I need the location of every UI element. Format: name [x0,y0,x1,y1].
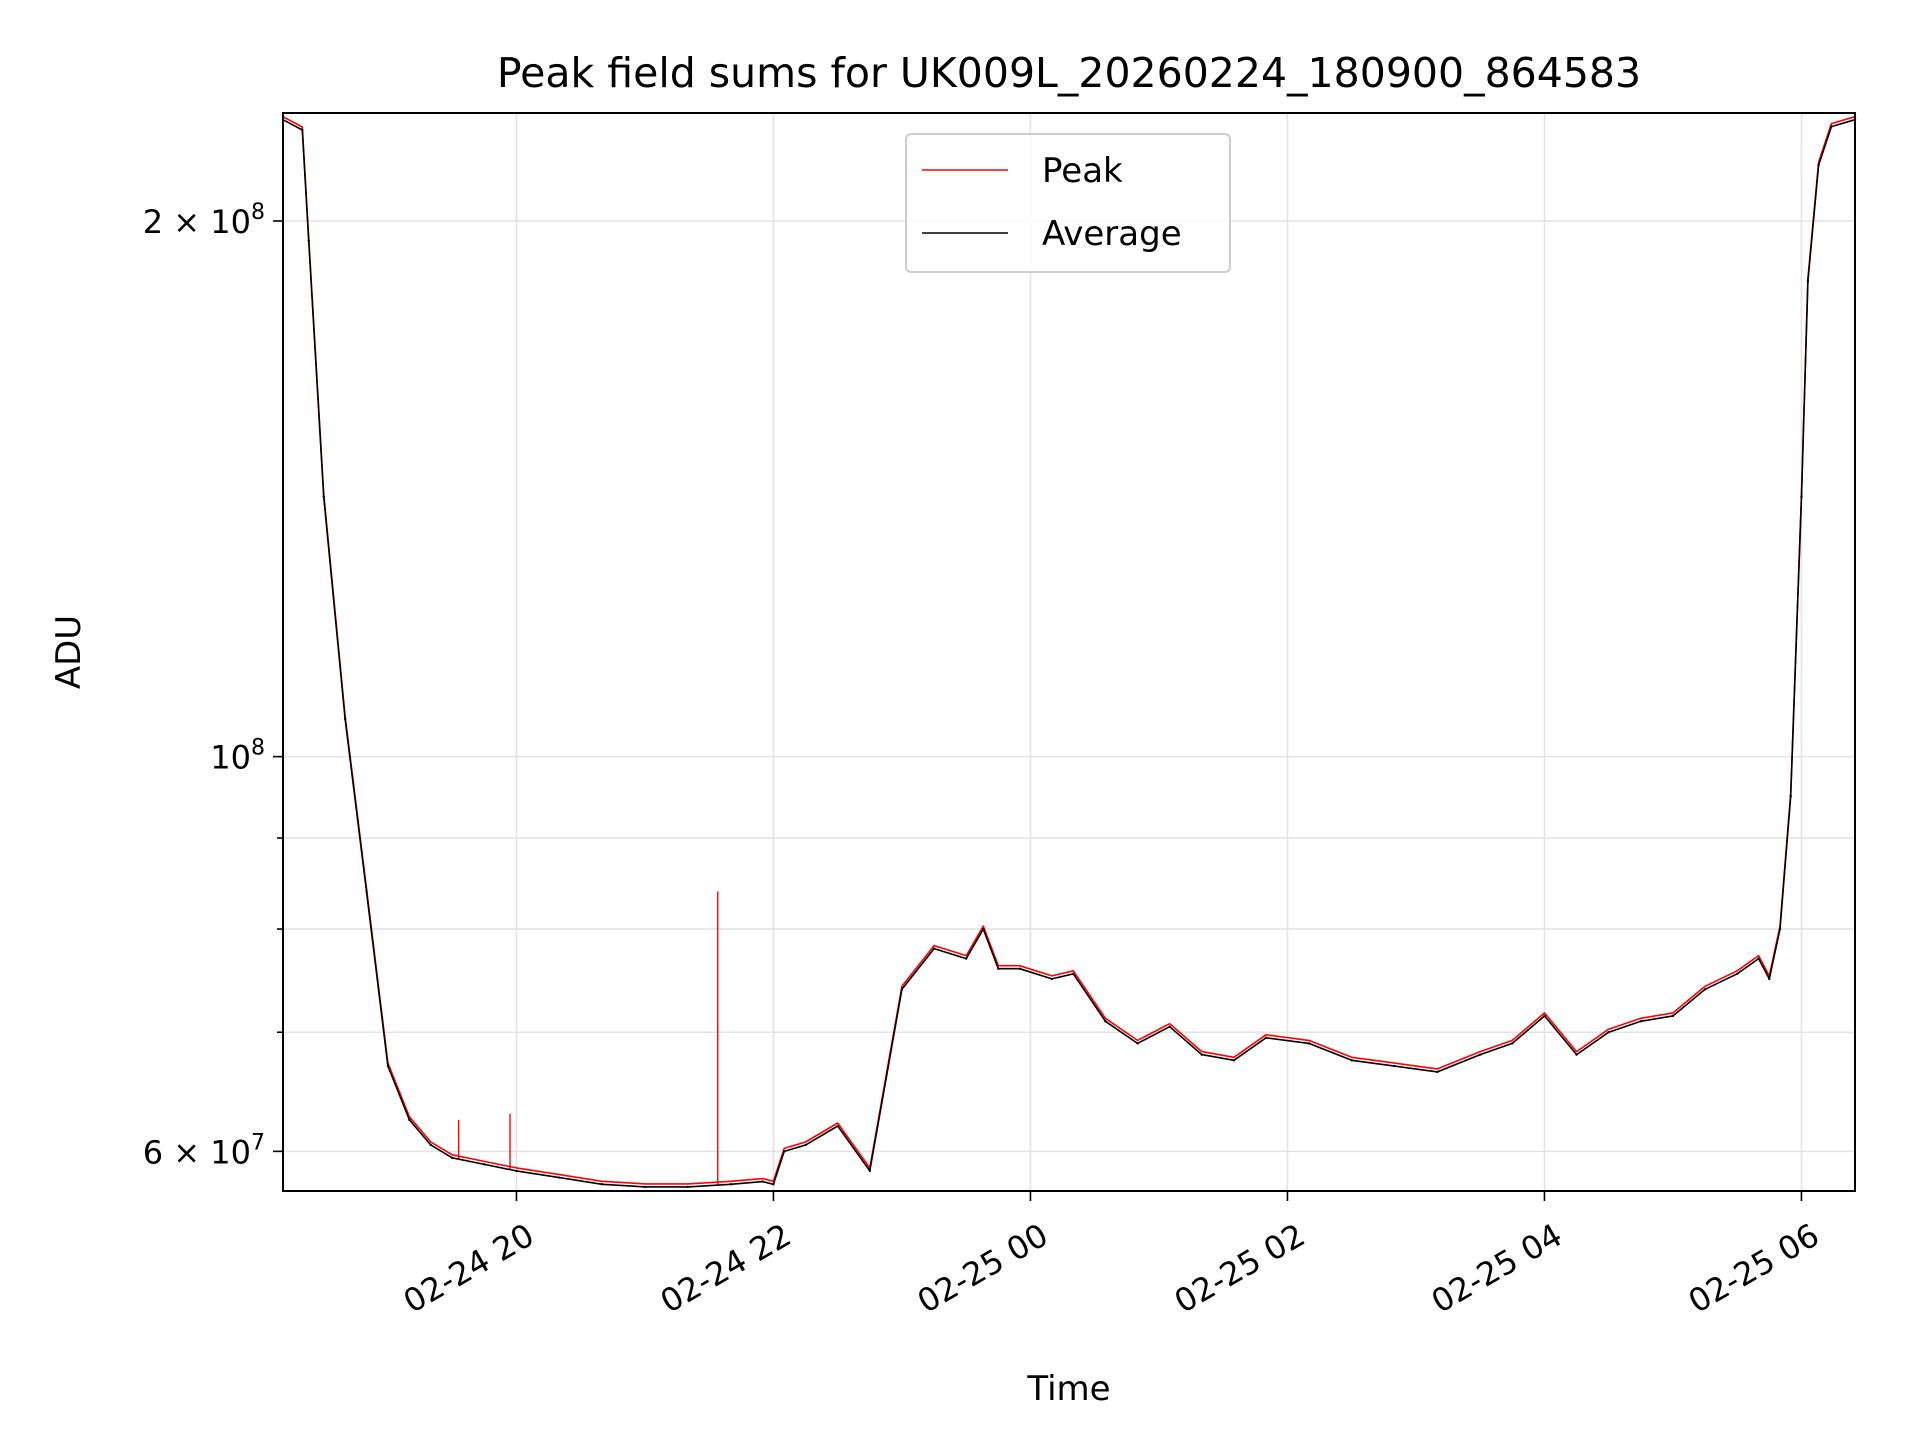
average-data-point [900,988,904,991]
y-tick-base: 6 × 10 [143,1133,251,1171]
average-data-point [836,1124,839,1128]
x-axis: 02-24 20 02-24 22 02-25 00 02-25 02 02-25 04… [397,1191,1826,1321]
average-data-point [1393,1064,1396,1068]
plot-frame [282,112,1856,1192]
average-data-point [1789,795,1792,798]
average-data-point [1800,495,1803,498]
x-tick-label: 02-25 06 [1682,1216,1826,1321]
grid [283,113,1855,1191]
average-data-point [343,717,347,721]
average-data-point [1168,1025,1171,1028]
average-data-point [1018,967,1021,970]
average-data-point [964,957,968,960]
x-tick-label: 02-25 04 [1425,1216,1569,1321]
x-tick-label: 02-24 20 [397,1216,541,1321]
average-data-point [1436,1070,1439,1074]
x-tick-label: 02-25 00 [911,1216,1055,1321]
average-data-point [1543,1014,1546,1018]
average-data-point [365,890,368,893]
y-tick-label: 108 [210,736,265,777]
average-data-point [932,947,936,950]
y-tick-label: 6 × 107 [143,1130,265,1171]
y-tick-exponent: 8 [251,736,265,761]
legend-label-average: Average [1042,214,1182,254]
average-data-point [868,1169,872,1173]
average-data-point [1479,1053,1482,1056]
y-axis-label: ADU [49,615,89,689]
average-data-point [429,1143,432,1147]
average-data-point [301,128,304,132]
chart-title: Peak field sums for UK009L_20260224_1809… [497,49,1641,97]
average-data-point [772,1183,775,1186]
y-tick-exponent: 8 [251,200,265,225]
average-data-point [322,495,325,498]
y-tick-label: 2 × 108 [143,200,265,241]
average-data-point [761,1180,764,1183]
average-data-point [515,1169,518,1173]
average-data-point [1768,977,1771,981]
x-tick-label: 02-24 22 [654,1216,798,1321]
average-data-point [1350,1059,1353,1062]
average-data-point [804,1143,807,1147]
x-tick-label: 02-25 02 [1168,1216,1312,1321]
average-data-point [1778,927,1782,931]
average-data-point [1575,1053,1578,1056]
legend-box [905,133,1231,273]
average-data-point [386,1064,390,1068]
average-data-point [558,1176,561,1179]
average-data-point [1104,1020,1107,1023]
average-data-point [982,927,985,931]
average-data-point [1232,1059,1236,1062]
average-data-point [997,967,1000,970]
average-data-point [1072,972,1075,975]
average-data-point [483,1163,486,1166]
average-data-point [686,1185,689,1189]
average-data-point [408,1118,411,1122]
average-data-point [1830,125,1833,128]
x-axis-label: Time [1026,1369,1110,1409]
average-data-point [1817,163,1820,167]
average-data-point [1511,1042,1514,1045]
average-data-point [643,1185,647,1189]
average-data-point [1639,1020,1643,1023]
average-data-point [1264,1036,1268,1039]
average-series-line [282,118,1856,1188]
average-data-point [307,239,310,242]
average-data-point [1671,1014,1675,1018]
legend: Peak Average [905,133,1231,273]
average-data-point [1136,1042,1139,1045]
average-data-point [782,1150,786,1153]
average-data-point [450,1156,454,1160]
y-tick-base: 10 [210,739,251,777]
peak-series-line [282,115,1856,1185]
average-data-point [1736,972,1739,975]
legend-label-peak: Peak [1042,151,1123,191]
series-lines [281,115,1857,1189]
average-data-point [1307,1042,1311,1045]
average-data-point [729,1183,732,1186]
average-data-point [1607,1031,1610,1034]
average-data-point [600,1183,604,1186]
average-data-point [1806,280,1810,283]
average-data-point [1200,1053,1203,1056]
y-tick-base: 2 × 10 [143,203,251,241]
average-data-point [1050,977,1054,981]
average-data-point [1703,988,1707,991]
average-data-point [1757,957,1760,960]
y-tick-exponent: 7 [251,1130,265,1155]
